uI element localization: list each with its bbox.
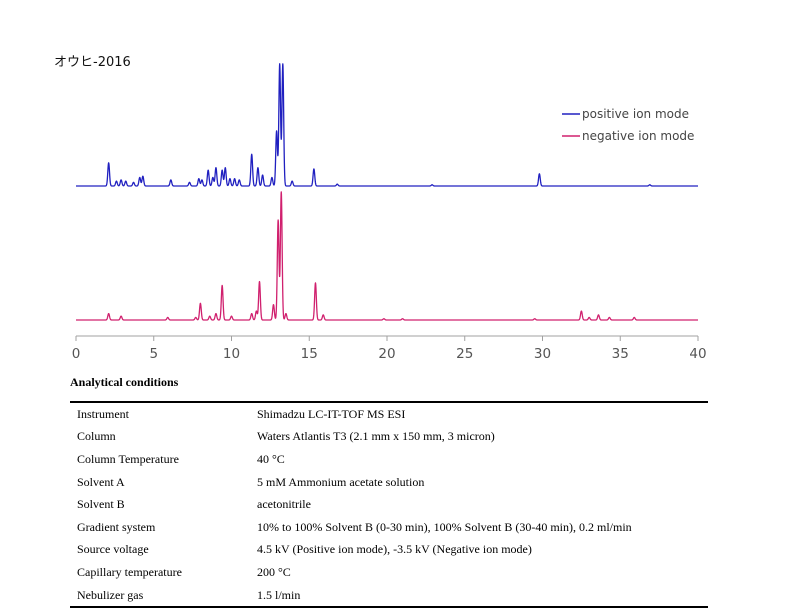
table-row: Capillary temperature 200 °C bbox=[70, 561, 708, 584]
legend-label: positive ion mode bbox=[582, 107, 689, 121]
chart-legend: positive ion mode negative ion mode bbox=[562, 107, 694, 143]
condition-value: Waters Atlantis T3 (2.1 mm x 150 mm, 3 m… bbox=[257, 429, 495, 444]
condition-value: Shimadzu LC-IT-TOF MS ESI bbox=[257, 406, 406, 421]
table-row: Column Waters Atlantis T3 (2.1 mm x 150 m… bbox=[70, 426, 708, 449]
series-line-positive bbox=[75, 63, 699, 187]
table-row: Column Temperature 40 °C bbox=[70, 448, 708, 471]
condition-parameter: Gradient system bbox=[77, 519, 156, 534]
condition-value: 5 mM Ammonium acetate solution bbox=[257, 474, 425, 489]
table-row: Nebulizer gas 1.5 l/min bbox=[70, 584, 708, 608]
condition-parameter: Instrument bbox=[77, 406, 129, 421]
condition-parameter: Solvent A bbox=[77, 474, 125, 489]
series-line-negative bbox=[75, 191, 699, 321]
legend-label: negative ion mode bbox=[582, 129, 694, 143]
x-tick-label: 30 bbox=[534, 346, 551, 362]
x-tick-label: 35 bbox=[612, 346, 629, 362]
condition-parameter: Capillary temperature bbox=[77, 564, 182, 579]
x-tick-label: 0 bbox=[72, 346, 81, 362]
x-tick-label: 5 bbox=[149, 346, 158, 362]
x-tick-label: 15 bbox=[301, 346, 318, 362]
table-row: Instrument Shimadzu LC-IT-TOF MS ESI bbox=[70, 402, 708, 426]
analytical-conditions-heading: Analytical conditions bbox=[70, 375, 179, 389]
table-row: Gradient system 10% to 100% Solvent B (0-… bbox=[70, 516, 708, 539]
table-row: Source voltage 4.5 kV (Positive ion mode)… bbox=[70, 539, 708, 562]
figure-title: オウヒ-2016 bbox=[54, 55, 131, 70]
condition-value: 10% to 100% Solvent B (0-30 min), 100% S… bbox=[257, 519, 632, 534]
condition-parameter: Solvent B bbox=[77, 497, 125, 512]
x-tick-label: 25 bbox=[456, 346, 473, 362]
table-row: Solvent A 5 mM Ammonium acetate solution bbox=[70, 471, 708, 494]
analytical-conditions-table: Instrument Shimadzu LC-IT-TOF MS ESI Colum… bbox=[70, 401, 708, 608]
condition-parameter: Source voltage bbox=[77, 542, 149, 557]
table-row: Solvent B acetonitrile bbox=[70, 493, 708, 516]
condition-parameter: Column bbox=[77, 429, 116, 444]
x-tick-label: 40 bbox=[689, 346, 706, 362]
chromatogram-chart: 0 5 10 15 20 25 30 35 40 positive ion mode negati… bbox=[72, 63, 707, 362]
condition-value: 4.5 kV (Positive ion mode), -3.5 kV (Neg… bbox=[257, 542, 532, 557]
condition-parameter: Nebulizer gas bbox=[77, 587, 144, 602]
condition-value: 200 °C bbox=[257, 564, 291, 579]
condition-value: acetonitrile bbox=[257, 497, 311, 512]
condition-value: 1.5 l/min bbox=[257, 587, 301, 602]
condition-value: 40 °C bbox=[257, 451, 285, 466]
x-axis-ticks: 0 5 10 15 20 25 30 35 40 bbox=[72, 336, 707, 362]
condition-parameter: Column Temperature bbox=[77, 451, 179, 466]
x-tick-label: 10 bbox=[223, 346, 240, 362]
x-tick-label: 20 bbox=[378, 346, 395, 362]
chromatogram-traces bbox=[75, 63, 699, 321]
